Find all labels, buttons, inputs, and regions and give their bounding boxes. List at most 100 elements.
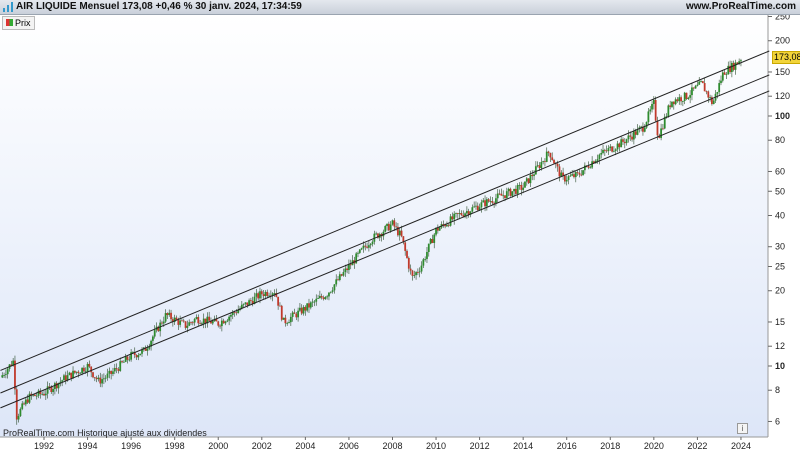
candle [251, 300, 254, 304]
info-icon[interactable]: i [737, 423, 748, 434]
candle [217, 321, 220, 326]
candle [712, 100, 715, 105]
candle [545, 151, 548, 162]
candle [382, 231, 385, 237]
candle [721, 72, 724, 81]
candle [268, 295, 270, 297]
candle [72, 370, 74, 379]
candle [170, 312, 172, 320]
candle [500, 193, 503, 196]
candle [324, 296, 327, 300]
candle [672, 101, 675, 105]
candle [727, 65, 730, 75]
y-tick-label: 12 [775, 341, 785, 351]
candle [48, 386, 51, 388]
candle [603, 149, 606, 151]
candle [66, 375, 69, 381]
y-tick-label: 50 [775, 186, 785, 196]
candle [596, 159, 599, 161]
candle [133, 352, 136, 356]
x-tick-label: 1992 [34, 441, 54, 450]
candle [377, 233, 379, 238]
candle [231, 311, 234, 316]
candle [692, 87, 695, 89]
candle [226, 320, 229, 322]
candle [582, 170, 584, 175]
candle [12, 360, 15, 366]
y-tick-label: 250 [775, 15, 790, 22]
channel-line[interactable] [0, 50, 770, 371]
y-tick-label: 25 [775, 262, 785, 272]
candle [95, 377, 98, 380]
legend-prix[interactable]: Prix [2, 16, 35, 30]
candle [121, 361, 123, 363]
candle [338, 274, 341, 280]
candle [24, 399, 27, 405]
candle [620, 139, 623, 148]
candle [346, 268, 349, 271]
candle [371, 241, 374, 245]
y-tick-label: 8 [775, 385, 780, 395]
candle [493, 202, 496, 204]
candle [357, 252, 359, 254]
candle [647, 111, 650, 122]
candle [141, 349, 143, 354]
candle [130, 352, 133, 360]
candle [718, 83, 721, 93]
candle [162, 321, 165, 324]
candle [393, 220, 396, 227]
candle [411, 270, 414, 276]
candle [455, 213, 457, 214]
channel-line[interactable] [0, 90, 770, 409]
x-tick-label: 2024 [731, 441, 751, 450]
candle [291, 312, 294, 317]
candle [413, 275, 416, 276]
candle [694, 85, 697, 89]
candle [538, 165, 541, 169]
candle [632, 131, 635, 140]
candle [446, 224, 448, 227]
candle [210, 320, 212, 324]
candle [553, 159, 555, 164]
candle [4, 374, 7, 376]
candle [358, 249, 361, 253]
candle [453, 213, 456, 220]
y-tick-label: 20 [775, 286, 785, 296]
candle [725, 74, 728, 76]
candle [122, 361, 125, 363]
candle [511, 191, 514, 196]
candle [565, 179, 568, 182]
candle [173, 317, 176, 323]
candle [700, 81, 702, 82]
candle [309, 302, 312, 308]
price-chart[interactable]: 250 200 150 120 100 80 60 50 40 30 25 20 15 12 10 8 6 199… [0, 15, 800, 450]
candle [427, 243, 430, 252]
candle [711, 97, 713, 105]
candle [244, 302, 247, 304]
candle [250, 300, 252, 302]
y-tick-label: 120 [775, 91, 790, 101]
candle [562, 172, 564, 176]
site-link[interactable]: www.ProRealTime.com [685, 1, 796, 12]
candle [108, 370, 111, 374]
candle [426, 251, 428, 259]
candle [609, 146, 612, 149]
candle [39, 390, 42, 395]
candle [569, 175, 572, 177]
candle [416, 272, 419, 273]
candle [422, 259, 425, 266]
candle [289, 316, 292, 323]
candle [397, 226, 399, 236]
candle [451, 216, 454, 220]
candle [631, 136, 633, 140]
candle [498, 193, 501, 195]
candle [696, 84, 699, 86]
candle [293, 312, 296, 314]
channel-line[interactable] [0, 74, 770, 394]
candle [738, 61, 741, 64]
candle [491, 201, 494, 203]
candle [3, 375, 5, 376]
candle [551, 157, 554, 160]
last-price-badge: 173,08 [772, 51, 800, 64]
candle [148, 346, 151, 349]
